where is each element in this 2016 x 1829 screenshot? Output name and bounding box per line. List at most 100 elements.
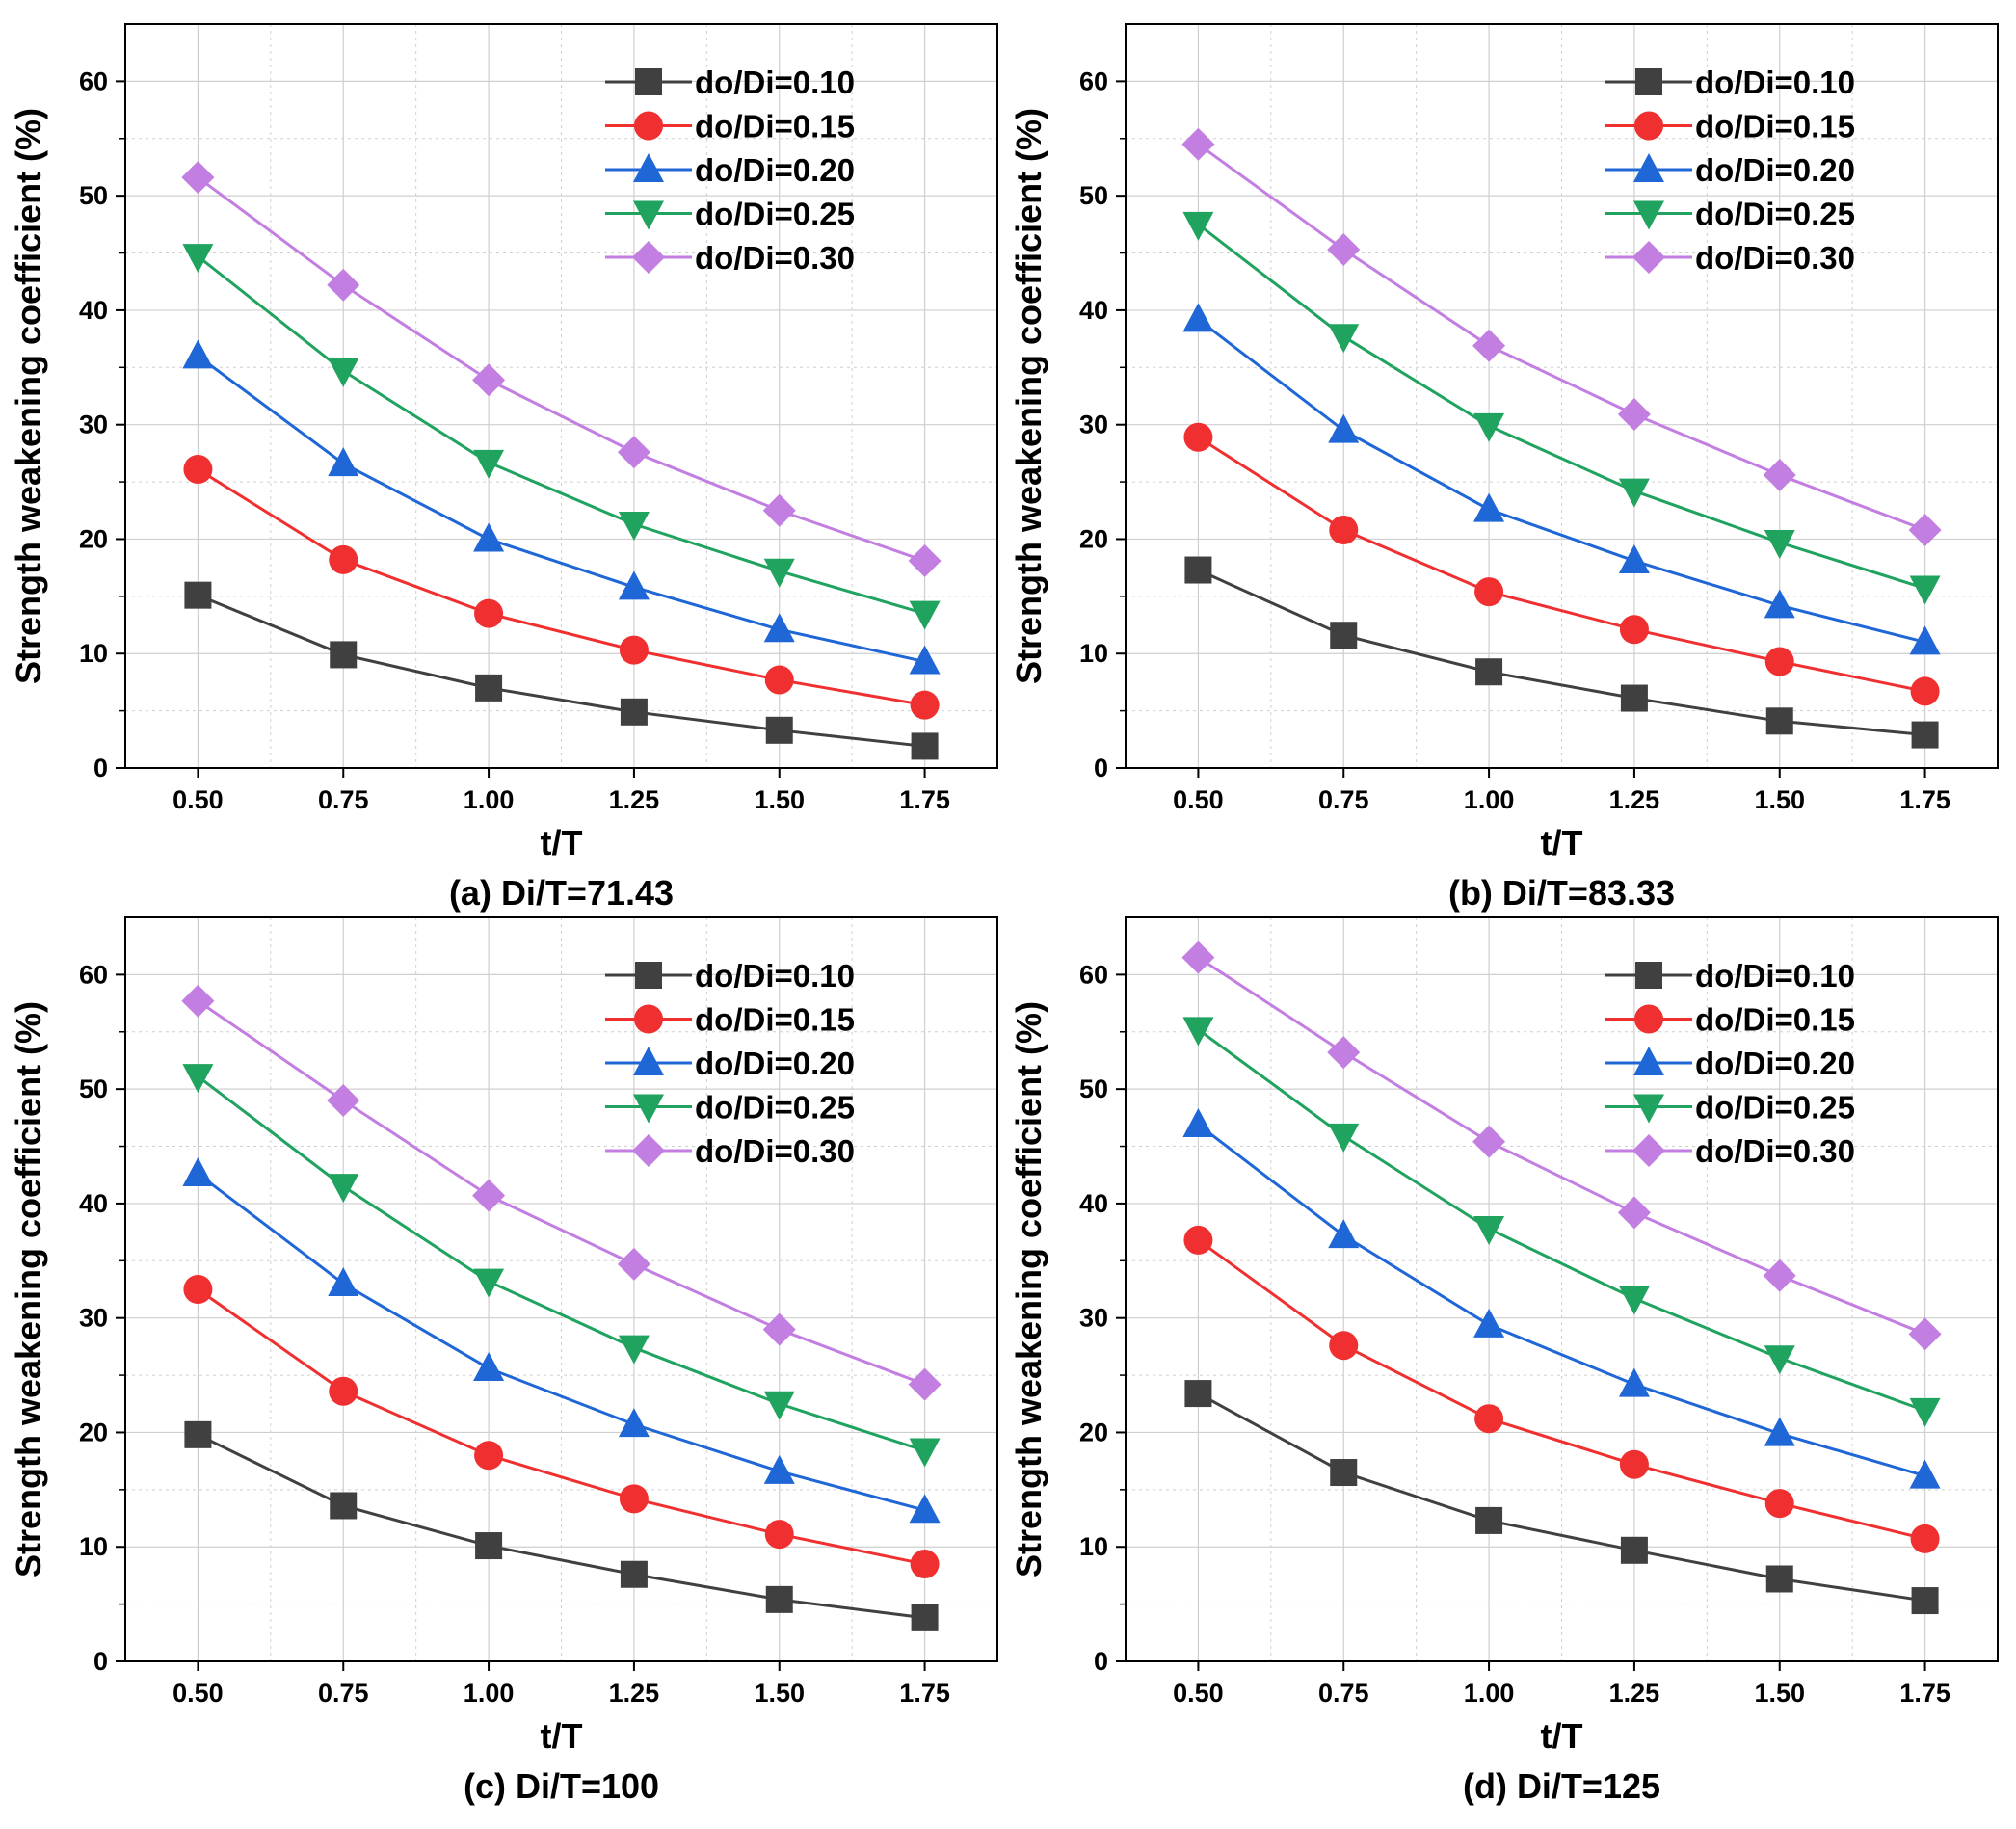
- data-point: [1763, 1259, 1796, 1292]
- data-point: [473, 449, 505, 479]
- x-axis-title: t/T: [1541, 1716, 1583, 1756]
- data-point: [182, 244, 214, 274]
- data-point: [762, 1312, 796, 1346]
- plot-frame: [1125, 23, 1999, 769]
- y-tick-label: 20: [1079, 1418, 1108, 1446]
- legend-marker: [1634, 1004, 1663, 1034]
- legend: do/Di=0.10 do/Di=0.15 do/Di=0.20 do/Di=0.25…: [605, 958, 855, 1169]
- series-do/Di=0.10: [184, 581, 939, 760]
- data-point: [1328, 1219, 1360, 1249]
- data-point: [1618, 544, 1650, 574]
- data-point: [1182, 1017, 1214, 1047]
- data-point: [1328, 324, 1360, 354]
- legend-marker: [1633, 153, 1664, 182]
- data-point: [1763, 458, 1796, 491]
- data-point: [1473, 412, 1505, 442]
- y-tick-label: 0: [93, 754, 108, 782]
- data-point: [1184, 556, 1212, 584]
- data-point: [619, 1484, 649, 1514]
- x-tick-label: 0.75: [1318, 1679, 1369, 1708]
- x-tick-label: 1.50: [1754, 1679, 1805, 1708]
- legend-marker: [633, 1047, 664, 1075]
- y-tick-label: 60: [1079, 66, 1108, 95]
- series-line: [197, 1287, 925, 1566]
- series-do/Di=0.25: [1182, 211, 1941, 605]
- data-point: [327, 1084, 360, 1118]
- data-point: [328, 1267, 359, 1297]
- legend-label: do/Di=0.10: [1695, 958, 1855, 994]
- x-tick-label: 1.50: [754, 785, 805, 814]
- chart-panel-c: 0 10 20 30 40 50 60 0.50 0.75 1.00 1.25 1.50 1.75 t/T…: [9, 916, 998, 1806]
- data-point: [911, 1604, 939, 1631]
- data-point: [910, 690, 940, 720]
- data-point: [1472, 329, 1506, 362]
- data-point: [1181, 127, 1215, 161]
- data-point: [327, 268, 360, 302]
- y-tick-label: 30: [79, 411, 108, 439]
- series-line: [1197, 223, 1926, 590]
- panel-caption: (b) Di/T=83.33: [1448, 873, 1675, 913]
- data-point: [618, 570, 650, 600]
- data-point: [1475, 1506, 1503, 1534]
- legend-label: do/Di=0.25: [1695, 197, 1855, 232]
- series-line: [1197, 1028, 1926, 1413]
- y-tick-label: 20: [79, 1418, 108, 1446]
- x-tick-label: 1.75: [899, 785, 950, 814]
- x-axis-title: t/T: [541, 1716, 583, 1756]
- data-point: [1182, 1107, 1214, 1137]
- legend-label: do/Di=0.10: [1695, 65, 1855, 100]
- series-do/Di=0.30: [1181, 127, 1942, 546]
- x-tick-label: 1.00: [464, 1679, 515, 1708]
- x-tick-label: 0.50: [1173, 1679, 1224, 1708]
- data-point: [1475, 658, 1503, 686]
- data-point: [762, 493, 796, 527]
- series-do/Di=0.15: [183, 455, 940, 720]
- y-tick-label: 40: [1079, 1189, 1108, 1218]
- y-tick-label: 20: [1079, 524, 1108, 553]
- panel-caption: (c) Di/T=100: [464, 1766, 659, 1806]
- series-do/Di=0.25: [1182, 1017, 1941, 1427]
- legend-marker: [1633, 200, 1664, 230]
- plot-frame: [124, 23, 998, 769]
- legend-label: do/Di=0.20: [695, 1046, 855, 1081]
- data-point: [329, 1376, 358, 1406]
- data-point: [330, 641, 358, 669]
- x-tick-label: 0.50: [1173, 785, 1224, 814]
- data-point: [1764, 589, 1795, 619]
- data-point: [1764, 1345, 1795, 1375]
- series-line: [1197, 1123, 1926, 1478]
- panel-caption: (a) Di/T=71.43: [449, 873, 674, 913]
- data-point: [765, 716, 793, 744]
- x-axis-title: t/T: [541, 823, 583, 862]
- legend-label: do/Di=0.15: [1695, 1002, 1855, 1038]
- data-point: [1327, 232, 1361, 266]
- legend-label: do/Di=0.15: [695, 1002, 855, 1038]
- data-point: [328, 1174, 359, 1204]
- legend-marker: [632, 1134, 665, 1167]
- y-tick-label: 20: [79, 524, 108, 553]
- data-point: [474, 598, 504, 628]
- legend-label: do/Di=0.30: [1695, 240, 1855, 276]
- data-point: [1618, 478, 1650, 508]
- x-tick-label: 1.75: [899, 1679, 950, 1708]
- y-tick-label: 0: [93, 1647, 108, 1676]
- x-tick-label: 0.75: [318, 1679, 369, 1708]
- data-point: [473, 522, 505, 552]
- series-line: [1197, 1238, 1925, 1541]
- legend-marker: [1632, 241, 1665, 274]
- x-tick-label: 0.75: [1318, 785, 1369, 814]
- y-tick-label: 50: [1079, 1074, 1108, 1103]
- series-line: [1197, 956, 1926, 1336]
- legend-marker: [1633, 1047, 1664, 1075]
- x-tick-label: 0.50: [172, 785, 224, 814]
- series-do/Di=0.20: [1182, 1107, 1941, 1489]
- data-point: [1328, 413, 1360, 443]
- data-point: [909, 1438, 941, 1468]
- legend-marker: [635, 962, 662, 989]
- data-point: [1911, 1587, 1939, 1615]
- data-point: [183, 1275, 213, 1304]
- plot-frame: [1125, 916, 1999, 1662]
- data-point: [1910, 676, 1940, 706]
- data-point: [1183, 422, 1213, 452]
- data-point: [1764, 530, 1795, 560]
